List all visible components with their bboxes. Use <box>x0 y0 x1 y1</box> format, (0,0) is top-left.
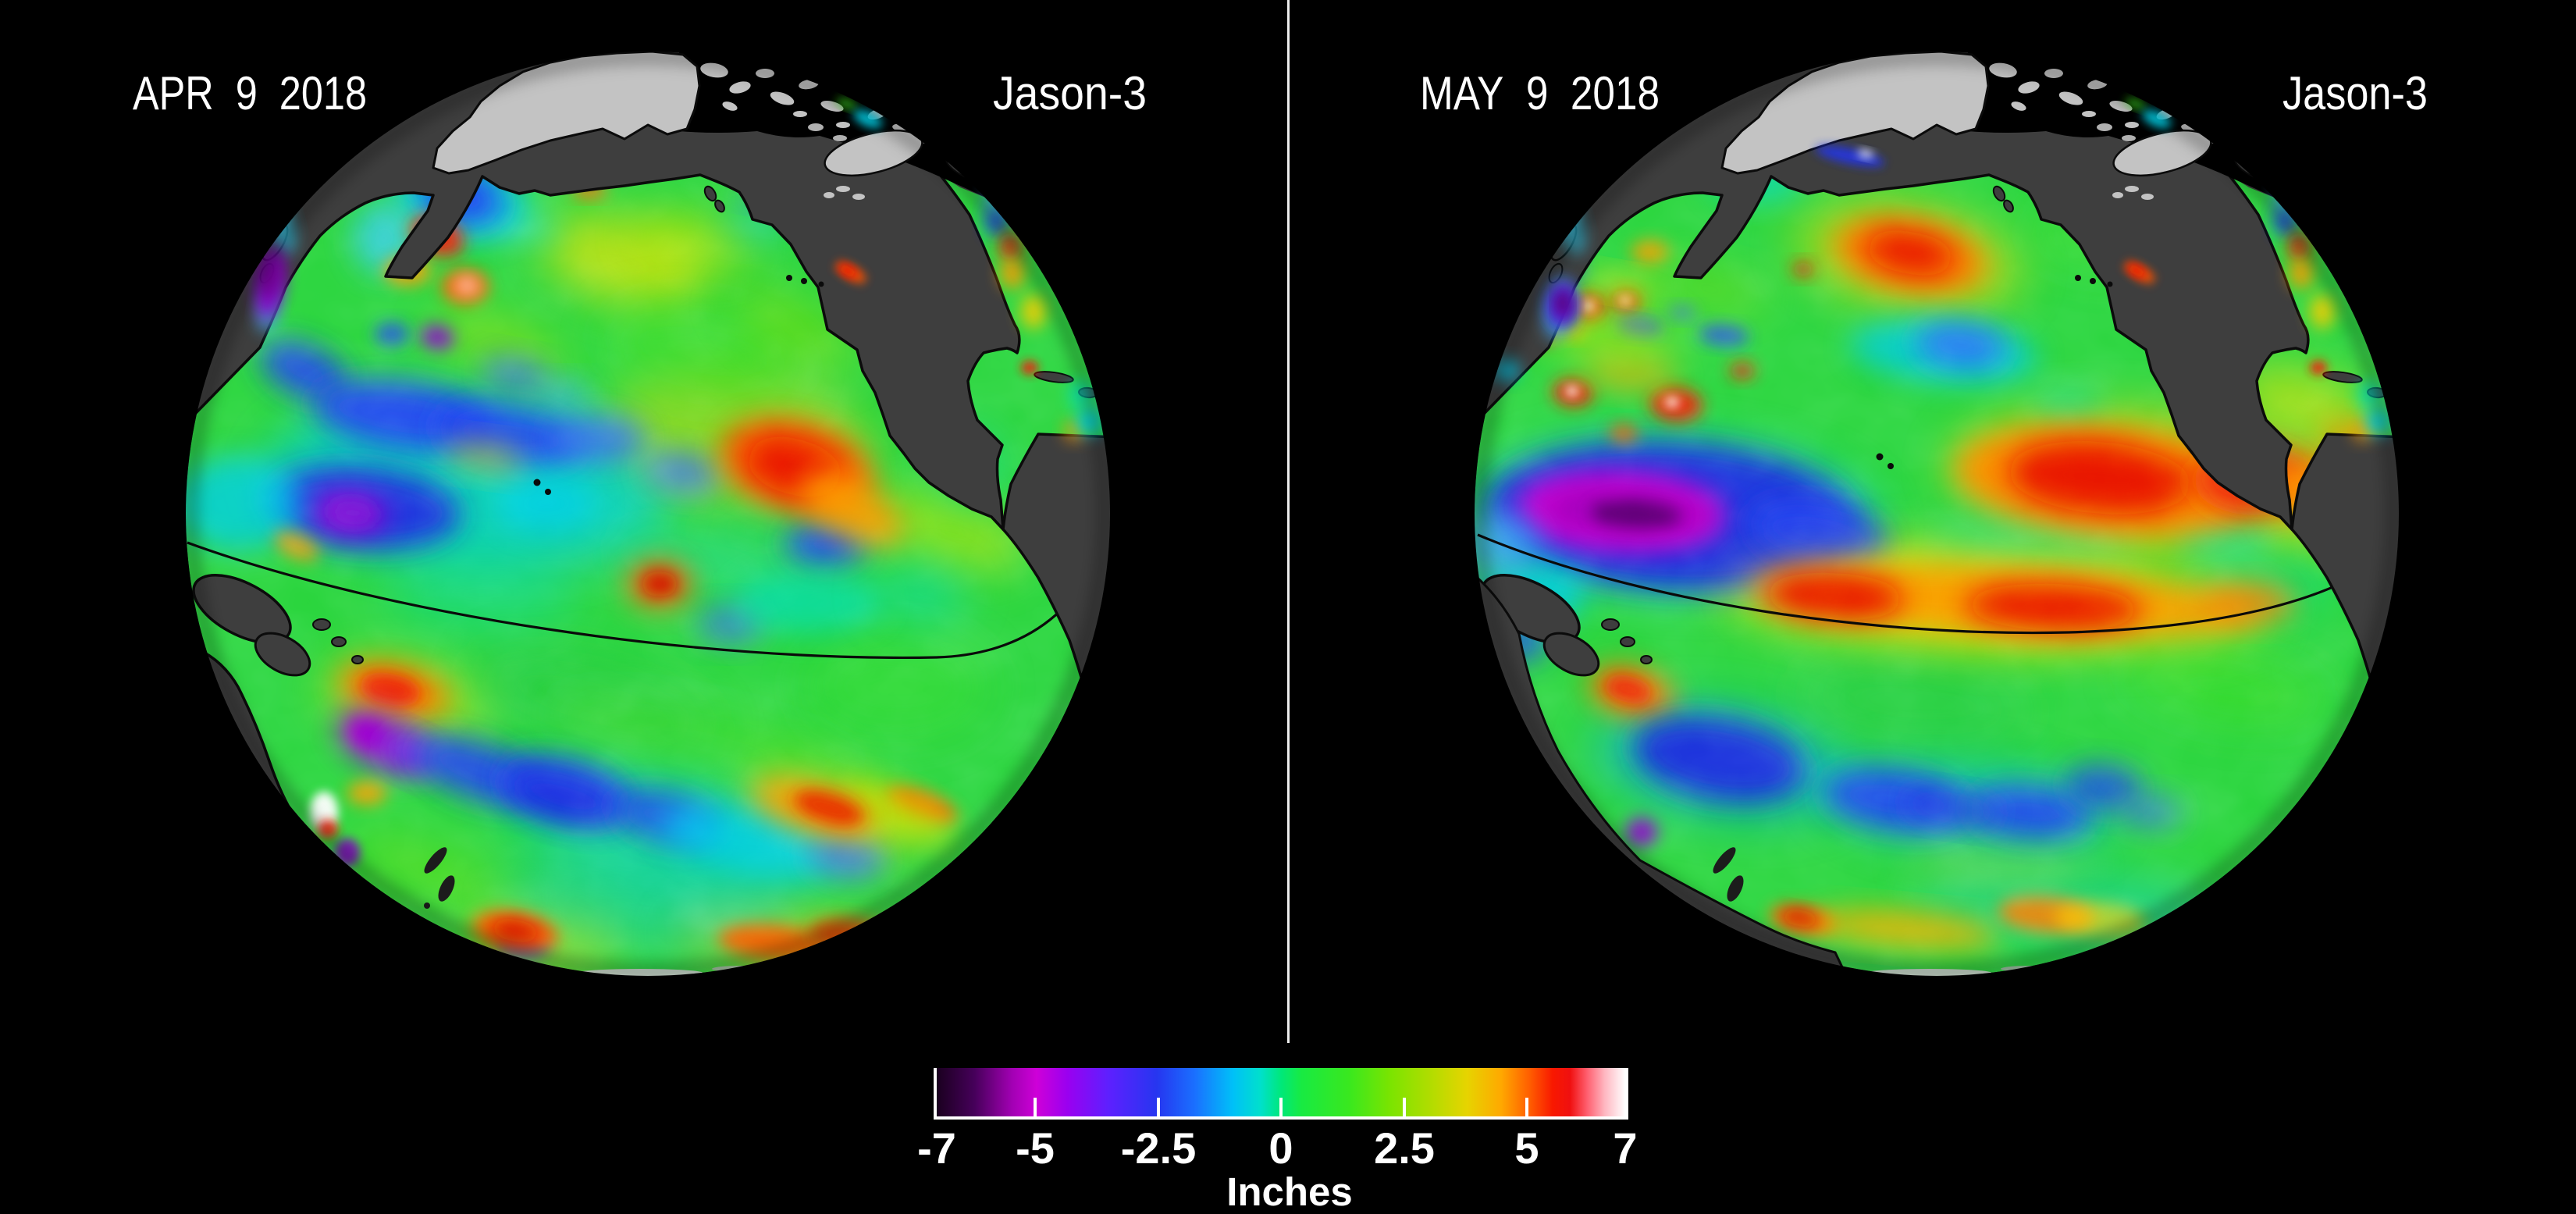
svg-text:7: 7 <box>1613 1123 1637 1173</box>
svg-text:2.5: 2.5 <box>1374 1123 1435 1173</box>
svg-text:MAY 9 2018: MAY 9 2018 <box>1420 67 1660 119</box>
svg-text:APR 9 2018: APR 9 2018 <box>133 67 367 119</box>
svg-text:Jason-3: Jason-3 <box>2282 67 2428 119</box>
svg-text:Inches: Inches <box>1226 1169 1353 1214</box>
svg-text:-7: -7 <box>917 1123 956 1173</box>
svg-text:Jason-3: Jason-3 <box>993 67 1147 119</box>
svg-text:5: 5 <box>1514 1123 1539 1173</box>
svg-text:-5: -5 <box>1016 1123 1055 1173</box>
svg-text:-2.5: -2.5 <box>1121 1123 1197 1173</box>
svg-text:0: 0 <box>1268 1123 1293 1173</box>
